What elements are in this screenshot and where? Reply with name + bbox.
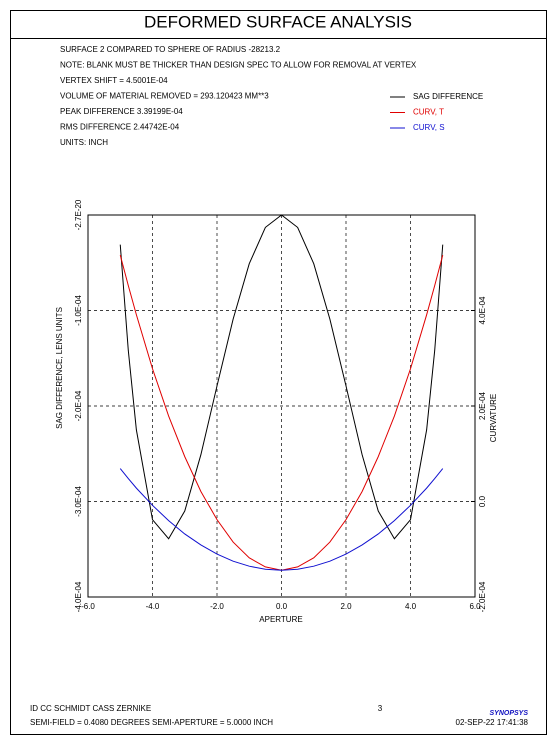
- y2-tick-label: 0.0: [478, 495, 487, 507]
- y-axis-label: SAG DIFFERENCE, LENS UNITS: [55, 307, 64, 429]
- x-tick-label: 6.0: [469, 602, 481, 611]
- y-tick-label: -3.0E-04: [74, 486, 83, 517]
- y2-tick-label: 2.0E-04: [478, 391, 487, 420]
- y2-tick-label: 4.0E-04: [478, 296, 487, 325]
- series-line: [119, 468, 444, 571]
- info-line: NOTE: BLANK MUST BE THICKER THAN DESIGN …: [60, 61, 417, 70]
- info-line: SURFACE 2 COMPARED TO SPHERE OF RADIUS -…: [60, 45, 281, 54]
- y-tick-label: -1.0E-04: [74, 295, 83, 326]
- x-tick-label: -2.0: [210, 602, 224, 611]
- legend-label: CURV, S: [413, 123, 445, 132]
- x-tick-label: 2.0: [340, 602, 352, 611]
- page-border: [10, 10, 547, 735]
- x-tick-label: 0.0: [276, 602, 288, 611]
- footer-brand: SYNOPSYS: [489, 710, 528, 717]
- y-tick-label: -2.0E-04: [74, 390, 83, 421]
- y2-axis-label: CURVATURE: [489, 394, 498, 442]
- footer-page: 3: [378, 704, 383, 713]
- x-axis-label: APERTURE: [259, 615, 302, 624]
- legend-label: SAG DIFFERENCE: [413, 92, 483, 101]
- footer-id: ID CC SCHMIDT CASS ZERNIKE: [30, 704, 151, 713]
- legend-label: CURV, T: [413, 108, 444, 117]
- x-tick-label: 4.0: [405, 602, 417, 611]
- info-line: RMS DIFFERENCE 2.44742E-04: [60, 123, 180, 132]
- x-tick-label: -4.0: [146, 602, 160, 611]
- y2-tick-label: -2.0E-04: [478, 581, 487, 612]
- x-tick-label: -6.0: [81, 602, 95, 611]
- y-tick-label: -4.0E-04: [74, 581, 83, 612]
- series-line: [119, 214, 444, 540]
- info-line: VOLUME OF MATERIAL REMOVED = 293.120423 …: [60, 92, 269, 101]
- chart-title: DEFORMED SURFACE ANALYSIS: [144, 12, 412, 31]
- info-line: PEAK DIFFERENCE 3.39199E-04: [60, 107, 183, 116]
- y-tick-label: -2.7E-20: [74, 199, 83, 230]
- info-line: UNITS: INCH: [60, 138, 108, 147]
- info-line: VERTEX SHIFT = 4.5001E-04: [60, 76, 168, 85]
- footer-date: 02-SEP-22 17:41:38: [456, 718, 529, 727]
- footer-field: SEMI-FIELD = 0.4080 DEGREES SEMI-APERTUR…: [30, 718, 273, 727]
